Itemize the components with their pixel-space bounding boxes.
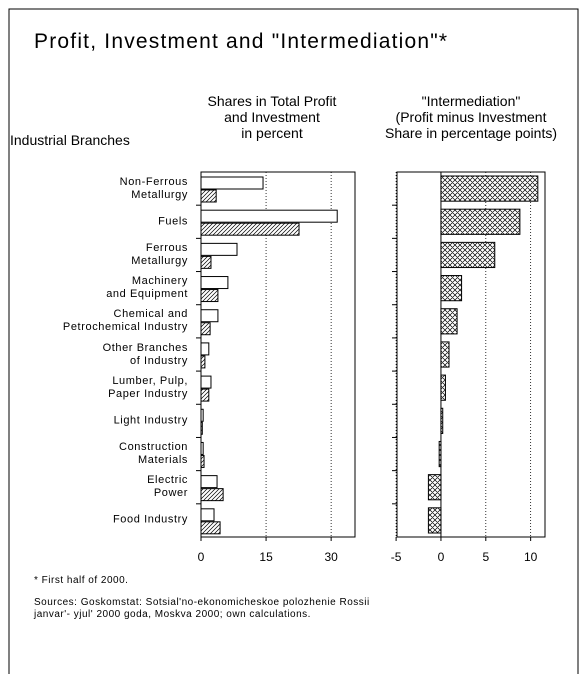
x-tick-label: 0 [438,550,445,564]
category-label: Chemical and Petrochemical Industry [62,308,188,334]
bar [200,342,210,356]
row-header: Industrial Branches [10,132,130,148]
bar [200,289,219,303]
bar [200,242,238,256]
category-label: Food Industry [112,513,188,526]
bar [200,322,211,336]
bar [200,388,210,402]
category-label: Electric Power [147,474,188,500]
bar [200,309,219,323]
category-label: Lumber, Pulp, Paper Industry [108,374,188,400]
category-label: Machinery and Equipment [106,275,188,301]
bar [200,255,212,269]
category-label: Ferrous Metallurgy [131,241,188,267]
category-label: Fuels [158,215,188,228]
bar [440,208,521,235]
bar [200,176,264,190]
category-label: Light Industry [113,414,188,427]
bar [440,275,463,302]
plot-frame [200,171,356,538]
bar [200,189,217,203]
title: Profit, Investment and "Intermediation"* [34,30,449,53]
bar [200,508,215,522]
plot-frame [396,171,546,538]
bar [427,474,442,501]
x-tick-label: 10 [524,550,538,564]
bar [200,475,218,489]
category-label: Non-Ferrous Metallurgy [119,175,188,201]
bar [200,276,229,290]
bar [438,440,442,468]
panel-title: Shares in Total Profit and Investment in… [207,93,337,141]
x-tick-label: 15 [259,550,273,564]
x-tick-label: 5 [482,550,489,564]
frame [8,8,579,674]
bar [200,209,338,223]
bar [200,488,224,502]
sources: Sources: Goskomstat: Sotsial'no-ekonomic… [34,597,370,620]
bar [440,241,496,269]
bar [200,521,221,535]
panel-title: "Intermediation" (Profit minus Investmen… [385,93,557,141]
category-label: Construction Materials [119,441,188,467]
bar [200,222,300,236]
bar [440,374,446,401]
x-tick-label: 0 [198,550,205,564]
x-tick-label: -5 [391,550,402,564]
bar [200,375,212,389]
bar [440,308,458,335]
category-label: Other Branches of Industry [102,341,188,367]
footnote: * First half of 2000. [34,575,129,586]
bar [200,355,206,369]
bar [440,407,444,434]
bar [427,507,442,534]
bar [440,175,539,202]
x-tick-label: 30 [324,550,338,564]
bar [440,341,450,368]
